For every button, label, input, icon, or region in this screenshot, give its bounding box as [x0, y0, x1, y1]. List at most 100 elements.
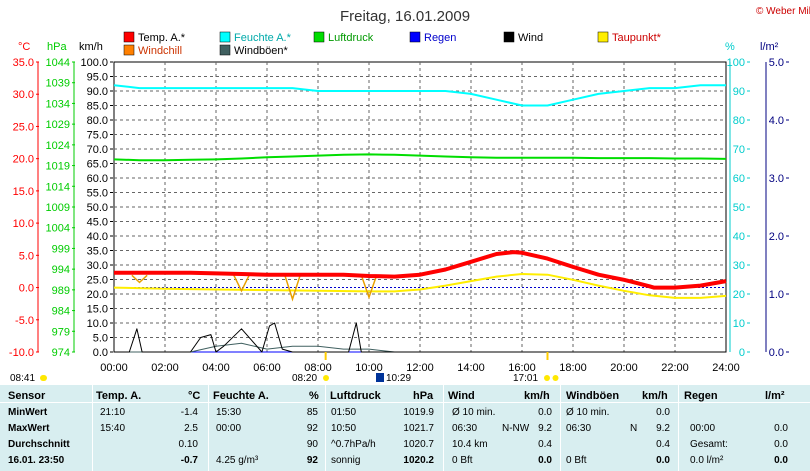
feuchte-value: 92: [306, 423, 318, 434]
copyright-text: © Weber Mike: [756, 6, 810, 17]
series-feuchte-line: [113, 84, 726, 107]
tick-label-temp: 15.0: [13, 186, 34, 198]
tick-label-hpa: 974: [52, 347, 70, 359]
tick-label-kmh: 40.0: [87, 231, 108, 243]
tick-label-temp: 10.0: [13, 218, 34, 230]
x-tick-label: 04:00: [202, 362, 230, 374]
tick-label-kmh: 5.0: [93, 333, 108, 345]
tick-label-hpa: 1014: [46, 181, 70, 193]
unit-label-regen: l/m²: [760, 41, 779, 53]
druck-time: 01:50: [331, 407, 357, 418]
legend-swatch: [219, 31, 231, 43]
row-label: Durchschnitt: [8, 439, 70, 450]
tick-label-temp: 20.0: [13, 154, 34, 166]
boeen-value: 0.0: [656, 455, 670, 466]
feuchte-value: 92: [306, 455, 318, 466]
feuchte-time: 15:30: [216, 407, 242, 418]
series-taupunkt-line: [113, 273, 727, 299]
legend-label: Wind: [518, 32, 543, 44]
temp-value: -1.4: [180, 407, 198, 418]
druck-value: 1019.9: [403, 407, 434, 418]
regen-time: 0.0 l/m²: [690, 455, 724, 466]
wind-value: 0.4: [538, 439, 552, 450]
row-label: MinWert: [8, 407, 48, 418]
legend-label: Taupunkt*: [612, 32, 662, 44]
legend-swatch: [123, 31, 135, 43]
tick-label-hpa: 1029: [46, 119, 70, 131]
series-windchill-dip: [233, 274, 250, 293]
x-tick-label: 24:00: [712, 362, 740, 374]
druck-value: 1021.7: [403, 423, 434, 434]
table-divider: [443, 385, 444, 471]
tick-label-pct: 30: [733, 260, 745, 272]
table-divider: [92, 385, 93, 471]
tick-label-kmh: 75.0: [87, 130, 108, 142]
table-divider: [678, 385, 679, 471]
chart-title: Freitag, 16.01.2009: [340, 8, 470, 25]
tick-label-kmh: 80.0: [87, 115, 108, 127]
legend-label: Windchill: [138, 45, 182, 57]
legend-label: Windböen*: [234, 45, 289, 57]
tick-label-temp: 0.0: [19, 283, 34, 295]
x-tick-label: 14:00: [457, 362, 485, 374]
tick-label-kmh: 10.0: [87, 318, 108, 330]
legend-label: Temp. A.*: [138, 32, 186, 44]
legend-swatch: [219, 44, 231, 56]
tick-label-regen: 4.0: [769, 115, 784, 127]
x-tick-label: 02:00: [151, 362, 179, 374]
x-tick-label: 12:00: [406, 362, 434, 374]
unit-label-hpa: hPa: [47, 41, 67, 53]
sun-icon: [40, 375, 46, 381]
tick-label-pct: 100: [727, 57, 745, 69]
tick-label-kmh: 90.0: [87, 86, 108, 98]
unit-label-pct: %: [725, 41, 735, 53]
legend-swatch: [123, 44, 135, 56]
x-tick-label: 18:00: [559, 362, 587, 374]
tick-label-hpa: 994: [52, 264, 70, 276]
x-tick-label: 16:00: [508, 362, 536, 374]
druck-time: ^0.7hPa/h: [331, 439, 376, 450]
tick-label-kmh: 30.0: [87, 260, 108, 272]
tick-label-pct: 20: [733, 289, 745, 301]
x-tick-label: 22:00: [661, 362, 689, 374]
moon-icon: [376, 373, 384, 382]
weather-chart: Freitag, 16.01.2009 © Weber Mike Temp. A…: [9, 6, 810, 384]
wind-dir: N-NW: [502, 423, 530, 434]
regen-time: 00:00: [690, 423, 716, 434]
tick-label-hpa: 1009: [46, 202, 70, 214]
axis-unit-labels: °C hPa km/h% l/m²: [18, 41, 779, 53]
unit-label-kmh: km/h: [79, 41, 103, 53]
chart-grid: [113, 61, 727, 353]
tick-label-kmh: 60.0: [87, 173, 108, 185]
header-windboeen: Windböen: [566, 390, 620, 402]
tick-label-kmh: 50.0: [87, 202, 108, 214]
legend-swatch: [597, 31, 609, 43]
table-divider: [0, 402, 810, 403]
header-windboeen-unit: km/h: [642, 390, 668, 402]
header-wind-unit: km/h: [524, 390, 550, 402]
temp-time: 21:10: [100, 407, 126, 418]
series-windchill-dip: [360, 275, 378, 300]
header-luftdruck-unit: hPa: [413, 390, 434, 402]
tick-label-temp: 30.0: [13, 89, 34, 101]
boeen-dir: N: [630, 423, 638, 434]
tick-label-temp: -10.0: [9, 347, 34, 359]
chart-plot-area: [113, 84, 727, 353]
tick-label-kmh: 100.0: [80, 57, 108, 69]
boeen-label: 06:30: [566, 423, 592, 434]
tick-label-regen: 5.0: [769, 57, 784, 69]
chart-axes: 35.0 30.0 25.0 20.0 15.0 10.0 5.0 0.0 -5.0 -10.0 1…: [9, 57, 789, 374]
boeen-label: Ø 10 min.: [566, 407, 610, 418]
time-markers: 08:41 08:20 10:29 17:01: [10, 352, 559, 384]
tick-label-regen: 3.0: [769, 173, 784, 185]
wind-value: 0.0: [538, 407, 552, 418]
tick-label-pct: 40: [733, 231, 745, 243]
header-feuchte: Feuchte A.: [213, 390, 269, 402]
legend-swatch: [409, 31, 421, 43]
series-wind-line: [114, 322, 726, 353]
marker-time: 10:29: [386, 373, 411, 384]
temp-time: 15:40: [100, 423, 126, 434]
header-temp-unit: °C: [188, 390, 201, 402]
wind-value: 0.0: [538, 455, 552, 466]
tick-label-kmh: 45.0: [87, 217, 108, 229]
